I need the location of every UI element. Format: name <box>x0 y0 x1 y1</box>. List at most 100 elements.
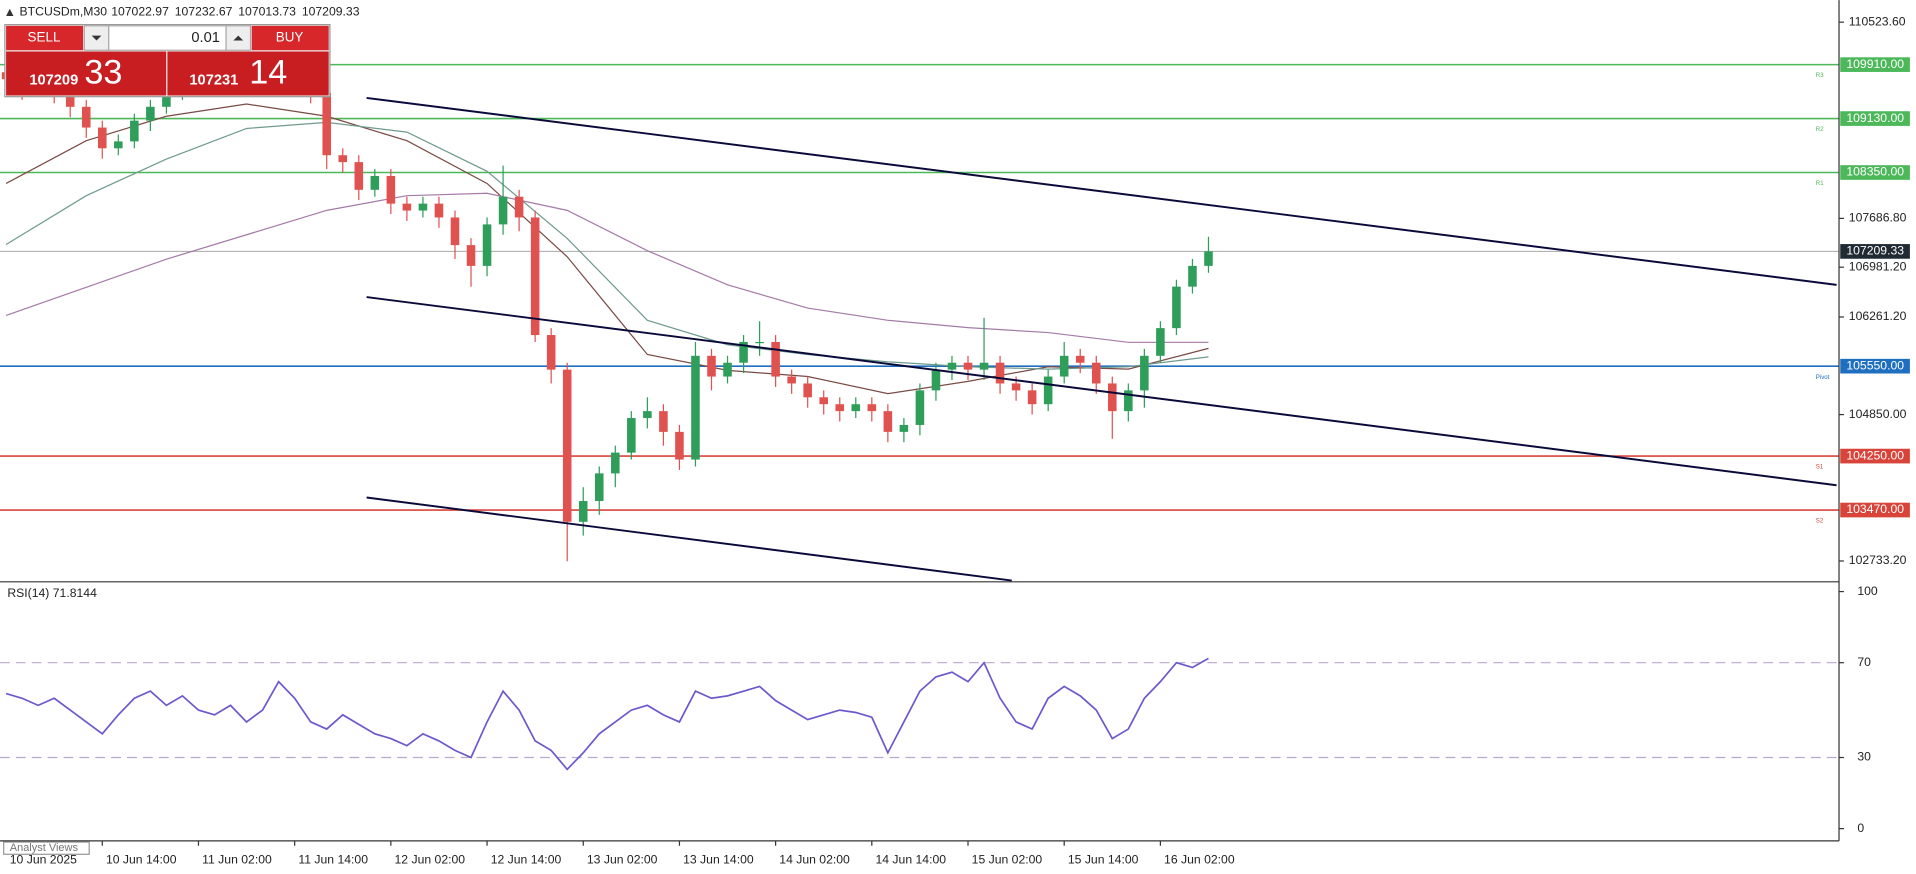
symbol: BTCUSDm,M30 <box>20 5 108 19</box>
candle-body <box>370 175 380 190</box>
candle-body <box>659 411 668 432</box>
candle-body <box>787 376 796 384</box>
candle-body <box>739 341 748 363</box>
candle-body <box>162 92 171 107</box>
candle-body <box>1204 251 1213 266</box>
ask-price: 107231 <box>189 73 238 89</box>
y-tick-label: 30 <box>1857 750 1871 764</box>
candle-body <box>466 245 476 266</box>
x-tick-label: 16 Jun 02:00 <box>1164 853 1235 867</box>
candle-body <box>386 175 396 204</box>
lot-input[interactable] <box>108 25 227 51</box>
x-tick-label: 13 Jun 02:00 <box>587 853 658 867</box>
level-label: 103470.00 <box>1846 502 1904 516</box>
candle-body <box>402 203 412 211</box>
candle-body <box>931 369 941 391</box>
candle-body <box>1059 355 1069 377</box>
candle-body <box>1172 286 1181 329</box>
collapse-icon <box>6 8 14 17</box>
moving-average <box>5 103 1209 395</box>
bid-price: 107209 <box>29 73 78 89</box>
buy-label: BUY <box>276 30 304 45</box>
candle-body <box>611 452 620 474</box>
candle-body <box>1011 383 1021 391</box>
lot-value: 0.01 <box>191 30 220 46</box>
indicator-title: RSI(14) 71.8144 <box>7 586 97 600</box>
x-tick-label: 15 Jun 02:00 <box>972 853 1043 867</box>
candle-body <box>146 106 155 121</box>
ohlc-high: 107232.67 <box>175 5 233 19</box>
channel-line <box>366 496 1012 582</box>
x-tick-label: 12 Jun 14:00 <box>491 853 562 867</box>
candle-body <box>1075 355 1085 363</box>
candle-body <box>434 203 444 218</box>
arrow-down <box>91 35 102 41</box>
level-label: 108350.00 <box>1846 165 1904 179</box>
candle-body <box>562 369 572 522</box>
candle-body <box>322 92 332 156</box>
candle-body <box>338 155 348 163</box>
y-tick-label: 110523.60 <box>1849 14 1906 28</box>
candle-body <box>947 362 957 370</box>
level-label: 104250.00 <box>1846 448 1904 462</box>
candle-body <box>1043 376 1053 405</box>
candle-body <box>1027 390 1037 405</box>
candle-body <box>1140 355 1149 391</box>
y-tick-label: 104850.00 <box>1849 407 1907 421</box>
candle-body <box>643 411 652 419</box>
level-tag: S2 <box>1816 518 1824 525</box>
ohlc-low: 107013.73 <box>238 5 296 19</box>
candle-body <box>418 203 428 211</box>
x-tick-label: 11 Jun 02:00 <box>202 853 272 867</box>
candle-body <box>803 383 812 398</box>
candle-body <box>130 120 139 142</box>
x-tick-label: 12 Jun 02:00 <box>395 853 466 867</box>
analyst-tab-label: Analyst Views <box>10 842 79 854</box>
candle-body <box>723 362 732 377</box>
candle-body <box>546 335 556 370</box>
ask-box[interactable] <box>167 51 329 96</box>
ohlc-open: 107022.97 <box>111 5 169 19</box>
candle-body <box>594 473 604 502</box>
candle-body <box>450 217 460 246</box>
bid-pips: 33 <box>84 54 122 92</box>
candle-body <box>482 224 492 266</box>
level-tag: Pivot <box>1816 374 1830 381</box>
level-tag: S1 <box>1816 464 1824 471</box>
last-price-box <box>1840 244 1910 259</box>
level-label-box <box>1840 448 1910 464</box>
sell-button[interactable] <box>6 25 84 51</box>
bid-box[interactable] <box>6 51 167 96</box>
y-tick-label: 100 <box>1857 584 1878 598</box>
candle-body <box>514 196 524 218</box>
level-label-box <box>1840 502 1910 518</box>
level-tag: R1 <box>1816 180 1824 187</box>
candle-body <box>1156 328 1165 356</box>
channel-line <box>366 96 1837 286</box>
candle-body <box>354 162 364 190</box>
x-tick-label: 10 Jun 2025 <box>10 853 77 867</box>
candle-body <box>819 397 828 405</box>
candle-body <box>675 431 684 460</box>
moving-average <box>5 121 1209 370</box>
candle-body <box>915 390 925 425</box>
x-tick-label: 13 Jun 14:00 <box>683 853 754 867</box>
candle-body <box>627 418 636 453</box>
level-label-box <box>1840 57 1910 72</box>
level-tag: R2 <box>1816 126 1824 133</box>
candle-body <box>691 355 700 460</box>
candle-body <box>530 217 540 336</box>
buy-button[interactable] <box>251 25 329 51</box>
x-tick-label: 14 Jun 14:00 <box>875 853 946 867</box>
candle-body <box>1188 265 1197 287</box>
analyst-tab[interactable] <box>3 841 90 855</box>
candle-body <box>114 141 123 149</box>
x-tick-label: 10 Jun 14:00 <box>106 853 177 867</box>
ohlc-close: 107209.33 <box>302 5 360 19</box>
level-label-box <box>1840 111 1910 126</box>
candle-body <box>707 355 716 377</box>
level-label-box <box>1840 358 1910 374</box>
candle-body <box>65 92 75 107</box>
